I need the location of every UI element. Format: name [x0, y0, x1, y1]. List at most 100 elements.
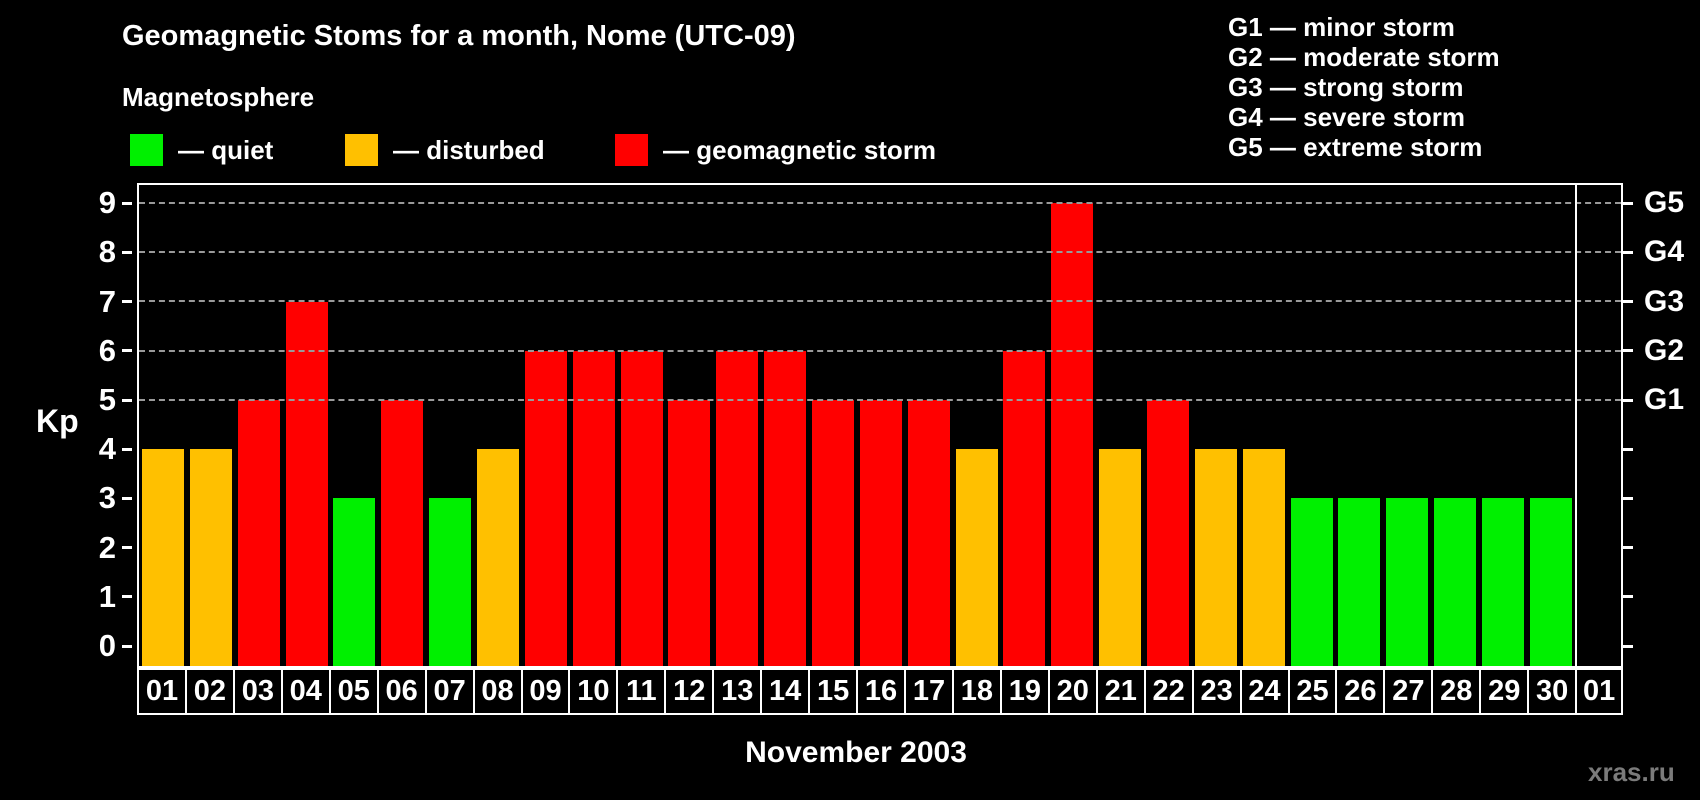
gridline-kp-7: [139, 300, 1621, 303]
y-axis-tick-right-7: [1623, 300, 1633, 304]
day-cell-03: 03: [235, 670, 283, 713]
kp-bar-day-03: [237, 400, 280, 666]
bar-slot-day-30: [1527, 185, 1575, 666]
right-axis-label-g5: G5: [1644, 186, 1685, 220]
y-axis-tick-left-3: [122, 496, 132, 500]
bar-slot-day-13: [713, 185, 761, 666]
kp-bar-day-20: [1051, 203, 1094, 666]
bar-slot-day-07: [426, 185, 474, 666]
y-axis-tick-right-6: [1623, 349, 1633, 353]
disturbed-color-swatch: [345, 134, 378, 166]
y-axis-tick-right-4: [1623, 447, 1633, 451]
y-axis-label-1: 1: [98, 578, 116, 614]
kp-bar-day-29: [1481, 498, 1524, 666]
day-cell-23: 23: [1194, 670, 1242, 713]
day-cell-21: 21: [1098, 670, 1146, 713]
y-axis-label-3: 3: [98, 480, 116, 516]
day-cell-14: 14: [762, 670, 811, 713]
day-cell-02: 02: [187, 670, 235, 713]
kp-bar-day-13: [716, 350, 759, 666]
kp-bar-day-06: [381, 400, 424, 666]
bar-slot-day-11: [618, 185, 666, 666]
day-cell-09: 09: [523, 670, 571, 713]
day-cell-15: 15: [810, 670, 859, 713]
month-separator-line: [1575, 185, 1577, 666]
day-cell-06: 06: [379, 670, 427, 713]
y-axis-tick-right-0: [1623, 644, 1633, 648]
bars-area: [139, 185, 1575, 666]
day-cell-28: 28: [1433, 670, 1482, 713]
kp-bar-day-25: [1290, 498, 1333, 666]
legend-label-quiet: — quiet: [178, 134, 274, 165]
magnetosphere-legend-title: Magnetosphere: [122, 82, 315, 112]
day-cell-next-month-01: 01: [1582, 675, 1616, 707]
y-axis-tick-right-3: [1623, 496, 1633, 500]
chart-plot-inner: [139, 185, 1621, 666]
bar-slot-day-14: [761, 185, 809, 666]
kp-bar-day-22: [1146, 400, 1189, 666]
y-axis-tick-left-0: [122, 644, 132, 648]
gridline-kp-9: [139, 202, 1621, 204]
day-cell-07: 07: [427, 670, 475, 713]
bar-slot-day-29: [1479, 185, 1527, 666]
y-axis-tick-right-9: [1623, 201, 1633, 205]
kp-bar-day-07: [429, 498, 472, 666]
bar-slot-day-06: [378, 185, 426, 666]
kp-bar-day-12: [668, 400, 711, 666]
y-axis-label-8: 8: [98, 234, 116, 270]
day-cell-13: 13: [714, 670, 763, 713]
storm-color-swatch: [615, 134, 648, 166]
bar-slot-day-10: [570, 185, 618, 666]
y-axis-label-0: 0: [98, 628, 116, 663]
chart-plot-area: [137, 183, 1623, 668]
gridline-kp-6: [139, 349, 1621, 352]
y-axis-tick-left-6: [122, 349, 132, 353]
y-axis-tick-left-4: [122, 447, 132, 451]
g-scale-legend-line-1: G1 — minor storm: [1228, 12, 1455, 42]
g-scale-legend: G1 — minor storm G2 — moderate storm G3 — …: [1228, 12, 1500, 162]
bar-slot-day-05: [330, 185, 378, 666]
y-axis-tick-right-1: [1623, 595, 1633, 599]
y-axis-tick-left-8: [122, 250, 132, 254]
day-cell-29: 29: [1481, 670, 1530, 713]
day-cell-16: 16: [858, 670, 906, 713]
y-axis-tick-right-2: [1623, 546, 1633, 550]
bar-slot-day-16: [857, 185, 905, 666]
y-axis-label-6: 6: [98, 332, 116, 368]
y-axis-tick-left-9: [122, 201, 132, 205]
bar-slot-day-21: [1096, 185, 1144, 666]
day-cell-11: 11: [618, 670, 667, 713]
day-cell-30: 30: [1529, 670, 1578, 713]
y-axis-label-5: 5: [98, 382, 116, 417]
bar-slot-day-22: [1144, 185, 1192, 666]
kp-bar-day-23: [1194, 449, 1237, 666]
bar-slot-day-04: [283, 185, 331, 666]
kp-bar-day-08: [476, 449, 519, 666]
day-cell-18: 18: [954, 670, 1002, 713]
quiet-color-swatch: [130, 134, 163, 166]
gridline-kp-8: [139, 251, 1621, 254]
g-scale-legend-line-4: G4 — severe storm: [1228, 102, 1466, 132]
kp-bar-day-17: [907, 400, 950, 666]
day-cell-24: 24: [1242, 670, 1290, 713]
watermark-xras-ru: xras.ru: [1588, 757, 1675, 787]
x-axis-title-month: November 2003: [745, 736, 967, 769]
kp-bar-day-09: [524, 350, 567, 666]
kp-bar-day-11: [620, 350, 663, 666]
chart-title: Geomagnetic Stoms for a month, Nome (UTC…: [122, 20, 796, 52]
y-axis-label-4: 4: [98, 431, 116, 467]
y-axis-label-9: 9: [98, 185, 116, 221]
day-cell-25: 25: [1290, 670, 1338, 713]
bar-slot-day-23: [1192, 185, 1240, 666]
kp-bar-day-28: [1434, 498, 1477, 666]
legend-label-storm: — geomagnetic storm: [663, 134, 937, 165]
y-axis-title-kp: Kp: [36, 403, 79, 439]
y-axis-label-7: 7: [98, 283, 116, 319]
bar-slot-day-15: [809, 185, 857, 666]
y-axis-tick-left-1: [122, 595, 132, 599]
y-axis-tick-left-2: [122, 546, 132, 550]
day-cell-01: 01: [139, 670, 187, 713]
bar-slot-day-12: [665, 185, 713, 666]
bar-slot-day-09: [522, 185, 570, 666]
